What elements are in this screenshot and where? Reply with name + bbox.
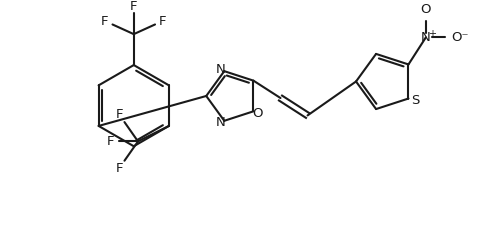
Text: N: N	[421, 31, 431, 44]
Text: N: N	[215, 63, 225, 76]
Text: F: F	[116, 162, 123, 175]
Text: N: N	[215, 116, 225, 129]
Text: S: S	[411, 94, 420, 107]
Text: F: F	[101, 15, 108, 28]
Text: +: +	[428, 28, 436, 38]
Text: O⁻: O⁻	[451, 31, 469, 44]
Text: O: O	[252, 107, 262, 120]
Text: O: O	[421, 3, 431, 16]
Text: F: F	[159, 15, 166, 28]
Text: F: F	[116, 108, 123, 121]
Text: F: F	[107, 135, 115, 148]
Text: F: F	[130, 0, 137, 13]
